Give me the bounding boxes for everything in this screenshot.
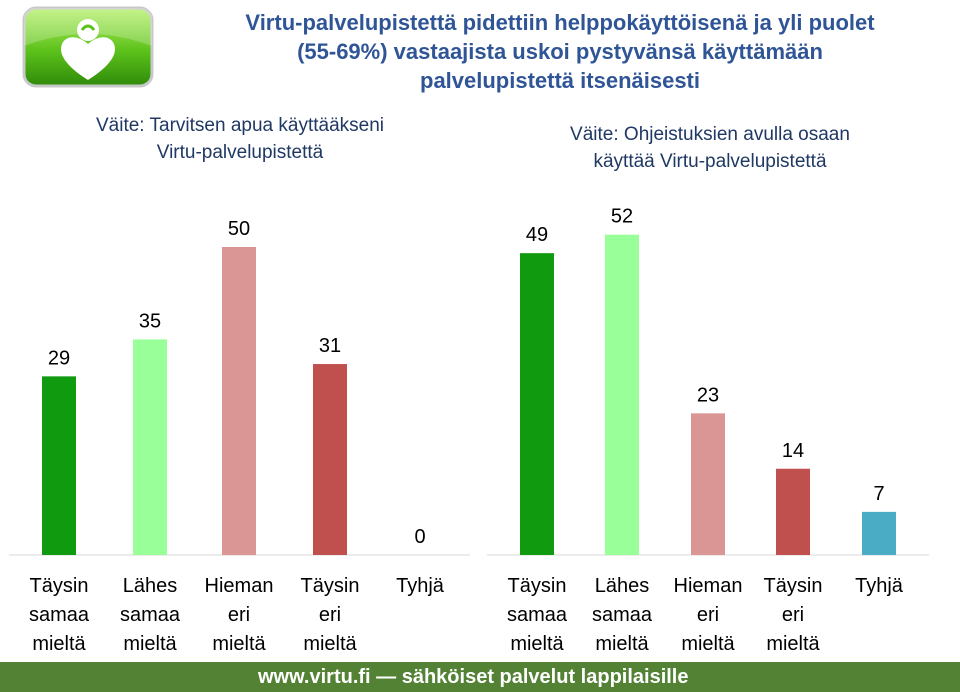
- category-label: mieltä: [303, 633, 357, 655]
- category-label: Hieman: [205, 575, 274, 597]
- data-label: 50: [228, 218, 250, 240]
- data-label: 49: [526, 224, 548, 246]
- category-label: Lähes: [123, 575, 178, 597]
- data-label: 29: [48, 347, 70, 369]
- data-label: 31: [319, 335, 341, 357]
- data-label: 35: [139, 310, 161, 332]
- category-label: samaa: [592, 604, 653, 626]
- chart-right: 49 Täysin samaa mieltä 52 Lähes samaa mieltä 23 H…: [487, 206, 929, 655]
- data-label: 23: [697, 384, 719, 406]
- category-label: eri: [697, 604, 719, 626]
- category-label: Täysin: [508, 575, 567, 597]
- category-label: samaa: [120, 604, 181, 626]
- category-label: mieltä: [212, 633, 266, 655]
- category-label: mieltä: [123, 633, 177, 655]
- category-label: Täysin: [30, 575, 89, 597]
- category-label: mieltä: [681, 633, 735, 655]
- bar-right-2: [605, 234, 639, 555]
- bar-right-1: [520, 253, 554, 555]
- category-label: mieltä: [32, 633, 86, 655]
- category-label: Tyhjä: [855, 575, 904, 597]
- data-label: 14: [782, 440, 804, 462]
- category-label: Täysin: [301, 575, 360, 597]
- chart-left: 29 Täysin samaa mieltä 35 Lähes samaa mieltä 50 H…: [9, 218, 470, 655]
- footer-text: www.virtu.fi — sähköiset palvelut lappil…: [258, 666, 689, 688]
- bar-right-4: [776, 468, 810, 555]
- page-title-line: (55-69%) vastaajista uskoi pystyvänsä kä…: [297, 39, 823, 64]
- bar-right-5: [862, 511, 896, 555]
- data-label: 52: [611, 206, 633, 228]
- chart-right-title-line: Väite: Ohjeistuksien avulla osaan: [570, 124, 850, 145]
- category-label: mieltä: [595, 633, 649, 655]
- page-title: Virtu-palvelupistettä pidettiin helppokä…: [170, 8, 950, 95]
- category-label: mieltä: [766, 633, 820, 655]
- leaf-icon: [77, 19, 99, 41]
- data-label: 7: [873, 483, 884, 505]
- page-title-line: Virtu-palvelupistettä pidettiin helppokä…: [245, 10, 875, 35]
- chart-left-title: Väite: Tarvitsen apua käyttääkseni Virtu…: [40, 112, 440, 166]
- category-label: Täysin: [764, 575, 823, 597]
- category-label: Hieman: [674, 575, 743, 597]
- category-label: mieltä: [510, 633, 564, 655]
- bar-left-3: [222, 247, 256, 555]
- chart-right-title: Väite: Ohjeistuksien avulla osaan käyttä…: [500, 121, 920, 175]
- footer-bar: [0, 662, 960, 692]
- bar-left-4: [313, 364, 347, 555]
- category-label: samaa: [507, 604, 568, 626]
- chart-right-title-line: käyttää Virtu-palvelupistettä: [593, 151, 827, 172]
- category-label: Tyhjä: [396, 575, 445, 597]
- bar-left-2: [133, 339, 167, 555]
- category-label: eri: [319, 604, 341, 626]
- category-label: Lähes: [595, 575, 650, 597]
- category-label: eri: [782, 604, 804, 626]
- heart-icon: [61, 37, 115, 80]
- data-label: 0: [414, 526, 425, 548]
- bar-right-3: [691, 413, 725, 555]
- chart-left-title-line: Virtu-palvelupistettä: [156, 142, 324, 163]
- chart-left-title-line: Väite: Tarvitsen apua käyttääkseni: [96, 115, 384, 136]
- category-label: eri: [228, 604, 250, 626]
- category-label: samaa: [29, 604, 90, 626]
- page-title-line: palvelupistettä itsenäisesti: [420, 68, 700, 93]
- virtu-logo: [22, 6, 154, 88]
- bar-left-1: [42, 376, 76, 555]
